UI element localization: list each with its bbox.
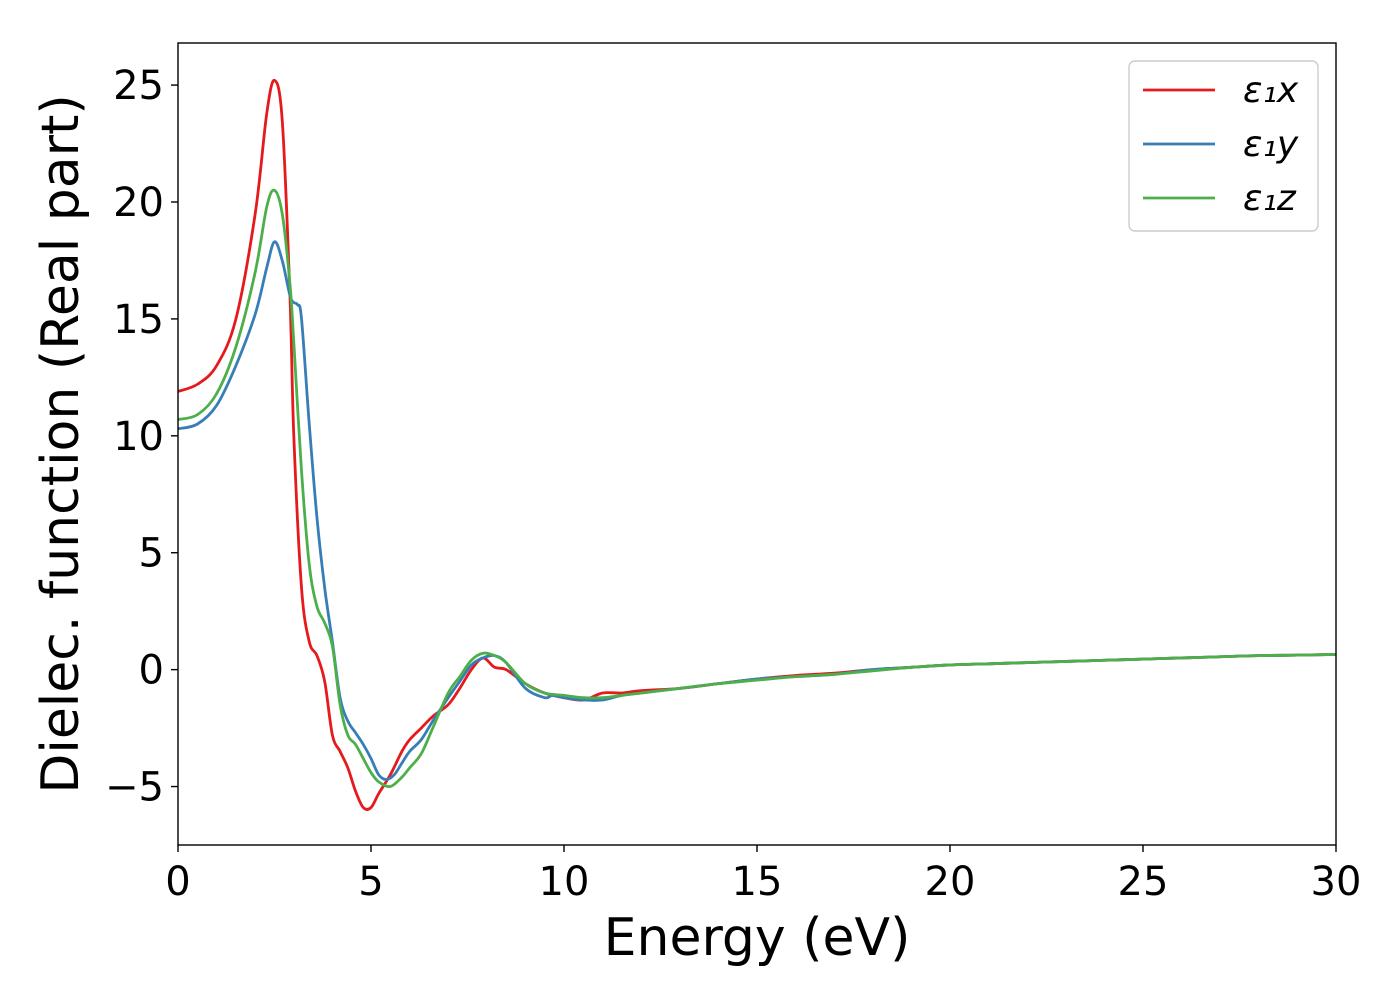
x-tick-label: 25 — [1118, 859, 1169, 905]
legend-label-2: ε₁y — [1243, 124, 1299, 165]
series-layer — [178, 79, 1336, 811]
y-tick-label: 25 — [113, 63, 164, 109]
y-axis: −5 0 5 10 15 20 25 — [105, 63, 178, 811]
x-tick-label: 30 — [1311, 859, 1362, 905]
y-tick-label: −5 — [105, 765, 164, 811]
legend-box — [1128, 60, 1319, 232]
series-line-3 — [178, 188, 1336, 789]
x-axis: 0 5 10 15 20 25 30 — [165, 845, 1361, 905]
x-tick-label: 20 — [925, 859, 976, 905]
x-tick-label: 0 — [165, 859, 190, 905]
legend-label-3: ε₁z — [1243, 178, 1297, 219]
y-axis-title: Dielec. function (Real part) — [31, 94, 91, 793]
x-tick-label: 15 — [732, 859, 783, 905]
x-tick-label: 10 — [539, 859, 590, 905]
y-tick-label: 0 — [139, 648, 164, 694]
y-tick-label: 10 — [113, 414, 164, 460]
y-tick-label: 5 — [139, 531, 164, 577]
legend-label-1: ε₁x — [1243, 70, 1299, 111]
x-tick-label: 5 — [358, 859, 383, 905]
y-tick-label: 15 — [113, 297, 164, 343]
series-line-2 — [178, 240, 1336, 781]
y-tick-label: 20 — [113, 180, 164, 226]
x-axis-title: Energy (eV) — [604, 908, 911, 968]
legend: ε₁x ε₁y ε₁z — [1128, 60, 1319, 232]
